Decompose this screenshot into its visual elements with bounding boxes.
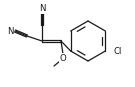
Text: Cl: Cl: [113, 46, 122, 56]
Text: N: N: [39, 4, 45, 13]
Text: O: O: [60, 54, 66, 63]
Text: N: N: [7, 27, 14, 35]
